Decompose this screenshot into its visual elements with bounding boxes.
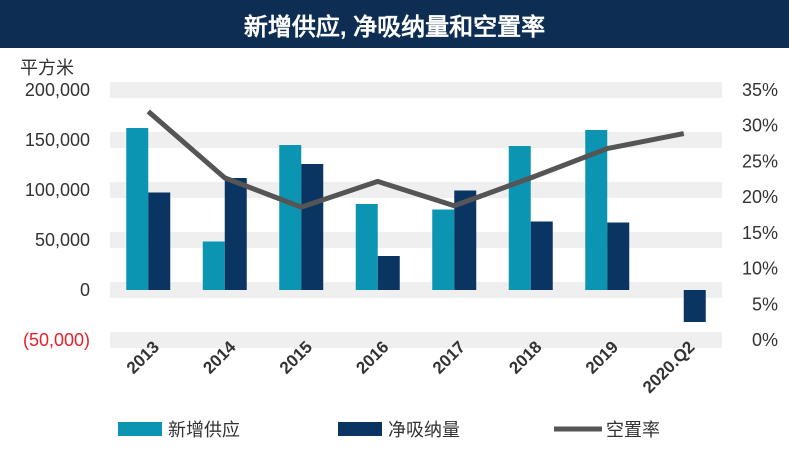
grid-band — [110, 82, 722, 98]
bar-net-absorption — [148, 192, 171, 290]
vacancy-rate-line — [146, 109, 685, 210]
grid-band — [110, 282, 722, 298]
right-tick-label: 15% — [742, 223, 778, 243]
left-tick-label: 50,000 — [35, 230, 90, 250]
legend-swatch-new-supply — [118, 422, 162, 436]
grid-band — [110, 132, 722, 148]
right-tick-label: 30% — [742, 116, 778, 136]
right-tick-label: 5% — [752, 294, 778, 314]
left-tick-label: 200,000 — [25, 80, 90, 100]
bar-new-supply — [126, 128, 149, 290]
left-tick-label: 100,000 — [25, 180, 90, 200]
bar-net-absorption — [530, 221, 553, 290]
legend-label-new-supply: 新增供应 — [168, 420, 240, 440]
left-axis-unit: 平方米 — [20, 58, 74, 78]
bar-new-supply — [585, 130, 608, 290]
right-tick-label: 20% — [742, 187, 778, 207]
bar-new-supply — [279, 145, 302, 290]
bar-new-supply — [508, 146, 531, 290]
bar-new-supply — [432, 209, 455, 290]
left-tick-label: (50,000) — [23, 330, 90, 350]
left-tick-label: 150,000 — [25, 130, 90, 150]
bar-net-absorption — [224, 178, 247, 290]
right-tick-label: 10% — [742, 259, 778, 279]
bar-new-supply — [202, 241, 225, 290]
bar-net-absorption — [301, 164, 324, 290]
bar-net-absorption — [377, 256, 400, 290]
right-tick-label: 25% — [742, 151, 778, 171]
legend-swatch-net-absorption — [338, 422, 382, 436]
right-tick-label: 0% — [752, 330, 778, 350]
right-tick-label: 35% — [742, 80, 778, 100]
bar-new-supply — [355, 204, 378, 290]
legend-label-net-absorption: 净吸纳量 — [388, 420, 460, 440]
grid-band — [110, 232, 722, 248]
left-tick-label: 0 — [80, 280, 90, 300]
bar-net-absorption — [454, 190, 477, 290]
bar-net-absorption — [607, 222, 630, 290]
bar-net-absorption — [683, 290, 706, 322]
chart-title: 新增供应, 净吸纳量和空置率 — [0, 0, 789, 48]
legend-label-vacancy-rate: 空置率 — [606, 420, 660, 440]
grid-band — [110, 332, 722, 348]
